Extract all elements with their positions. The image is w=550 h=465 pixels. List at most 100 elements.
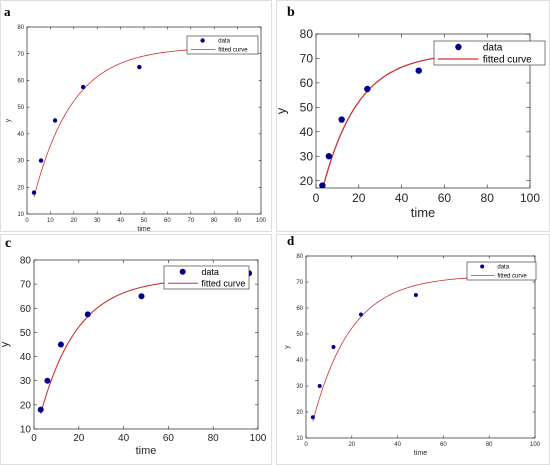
x-tick-label: 60 [438,191,452,205]
y-tick-label: 20 [20,400,32,411]
y-tick-label: 50 [17,105,24,111]
legend-label: data [497,265,509,271]
y-tick-label: 20 [17,185,24,191]
y-tick-label: 30 [17,159,24,165]
data-point [31,190,37,195]
legend-label: data [201,267,219,277]
x-tick-label: 60 [440,442,447,448]
y-tick-label: 60 [20,304,32,315]
data-point [52,118,58,123]
y-tick-label: 70 [17,52,24,58]
data-point [358,312,363,317]
x-tick-label: 60 [163,433,175,444]
chart-panel-d: 0 20 40 60 80 100 10 20 30 40 50 60 70 80 time y d data fi… [276,233,550,465]
x-tick-label: 0 [304,442,308,448]
y-tick-label: 60 [17,79,24,85]
x-tick-label: 80 [211,218,218,224]
y-tick-label: 10 [296,436,303,442]
y-tick-label: 60 [296,306,303,312]
data-point [138,293,145,300]
y-tick-label: 10 [17,212,24,218]
data-point [317,384,322,388]
data-point [415,67,422,74]
legend: data fitted curve [186,35,259,55]
data-point [57,341,64,348]
y-tick-label: 40 [296,358,303,364]
data-point [38,158,44,163]
x-axis-label: time [414,450,427,457]
y-tick-label: 70 [296,280,303,286]
plot-area [305,255,536,439]
x-tick-label: 40 [118,433,130,444]
y-tick-label: 20 [296,410,303,416]
data-point [80,84,86,90]
y-tick-label: 30 [20,376,32,387]
panel-letter: d [287,233,295,248]
y-tick-label: 40 [17,132,24,138]
x-axis-label: time [137,226,150,233]
chart-panel-c: 0 20 40 60 80 100 10 20 30 40 50 60 70 80 time y c datafi… [0,234,272,465]
plot-area [26,26,262,215]
y-tick-label: 40 [300,125,314,139]
chart-panel-a: 0 10 20 30 40 50 60 70 80 90 1001020304050607080ti… [0,0,272,233]
x-tick-label: 80 [208,433,220,444]
data-point [310,415,315,420]
data-point [338,116,345,123]
y-axis-label: y [0,341,11,347]
x-tick-label: 80 [486,442,493,448]
legend-marker-data [200,38,205,43]
x-tick-label: 20 [352,191,366,205]
data-point [37,406,44,413]
y-tick-label: 80 [20,256,32,267]
legend-label: data [218,39,230,45]
x-tick-label: 100 [530,442,541,448]
y-axis-label: y [274,107,289,114]
panel-letter: c [5,236,11,251]
y-tick-label: 50 [300,101,314,115]
x-tick-label: 100 [256,218,267,224]
data-point [413,293,418,297]
x-tick-label: 100 [250,433,267,444]
legend-label: fitted curve [201,278,245,288]
x-tick-label: 60 [164,218,171,224]
chart-panel-b: 0 20 40 60 80 100 20 30 40 50 60 70 80 time y b datafitt… [274,0,550,232]
legend-label: fitted curve [218,48,248,54]
x-tick-label: 20 [70,218,77,224]
y-tick-label: 70 [20,280,32,291]
data-point [44,377,51,384]
y-tick-label: 80 [296,254,303,260]
y-axis-label: y [5,118,12,122]
y-axis-label: y [284,345,291,349]
data-point [84,311,91,318]
x-tick-label: 80 [481,191,495,205]
y-tick-label: 50 [296,332,303,338]
y-tick-label: 40 [20,352,32,363]
x-tick-label: 100 [520,191,540,205]
y-tick-label: 10 [20,425,32,436]
x-axis-label: time [136,445,157,457]
x-tick-label: 40 [394,442,401,448]
x-tick-label: 90 [234,218,241,224]
y-tick-label: 30 [300,149,314,163]
x-tick-label: 70 [187,218,194,224]
legend-marker-data [179,268,186,275]
data-point [364,85,371,93]
y-tick-label: 50 [20,328,32,339]
x-axis-label: time [411,205,436,220]
data-point [331,345,336,349]
legend-label: fitted curve [483,55,532,66]
x-tick-label: 0 [313,191,320,205]
legend-box [433,40,546,66]
x-tick-label: 40 [117,218,124,224]
x-tick-label: 0 [25,218,29,224]
y-tick-label: 80 [17,25,24,31]
y-tick-label: 20 [300,174,314,188]
legend-marker-data [455,43,462,51]
y-tick-label: 80 [300,27,314,41]
y-tick-label: 70 [300,52,314,66]
panel-letter: a [4,4,11,19]
x-tick-label: 50 [141,218,148,224]
